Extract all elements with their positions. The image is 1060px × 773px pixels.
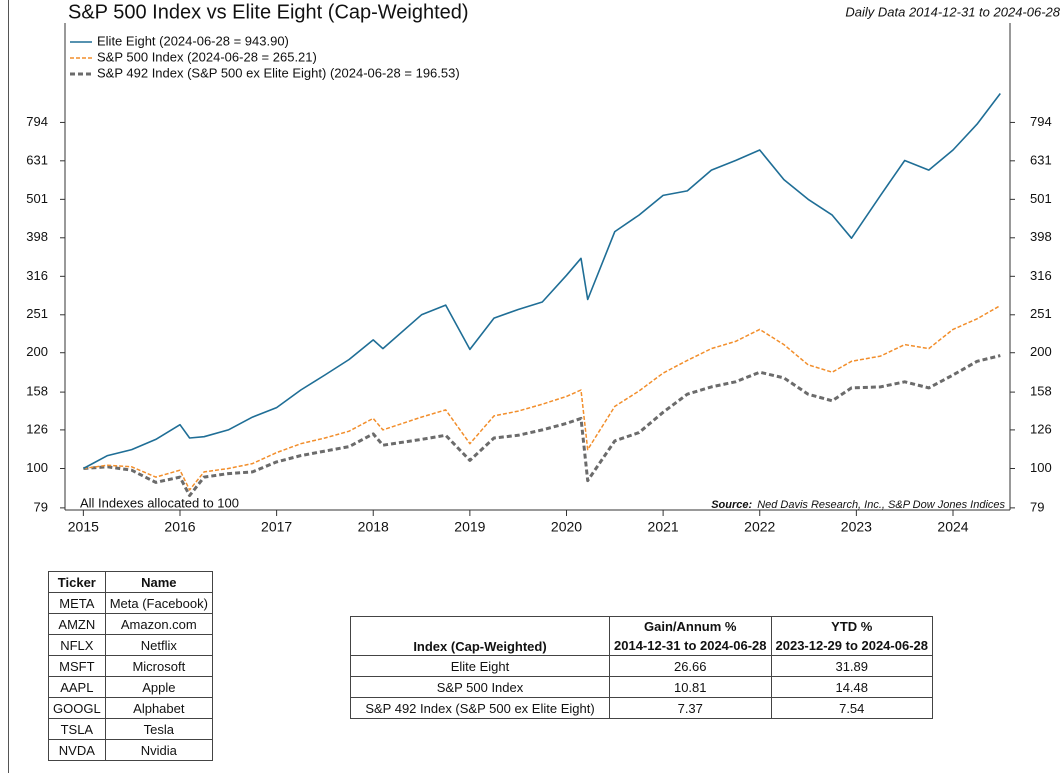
legend-label: Elite Eight (2024-06-28 = 943.90): [97, 33, 289, 48]
y-tick-label: 316: [26, 268, 48, 283]
table-row: TSLA Tesla: [48, 718, 213, 740]
y-tick-label: 100: [26, 460, 48, 475]
table-cell: S&P 492 Index (S&P 500 ex Elite Eight): [350, 697, 610, 719]
table-cell: S&P 500 Index: [350, 676, 610, 698]
y-tick-label: 794: [26, 114, 48, 129]
x-tick-label: 2019: [454, 519, 485, 535]
x-tick-label: 2023: [841, 519, 872, 535]
table-cell: 26.66: [609, 655, 772, 677]
header-cell: Gain/Annum %: [609, 616, 772, 636]
y2-tick-label: 631: [1030, 152, 1052, 167]
annotation: All Indexes allocated to 100: [80, 495, 239, 510]
table-cell: Apple: [104, 676, 213, 698]
table-row: NFLX Netflix: [48, 634, 213, 656]
returns-table: Index (Cap-Weighted) Gain/Annum % YTD % …: [350, 616, 933, 719]
chart: S&P 500 Index vs Elite Eight (Cap-Weight…: [26, 1, 1060, 535]
header-cell: Index (Cap-Weighted): [350, 616, 610, 656]
y2-tick-label: 200: [1030, 344, 1052, 359]
table-row: AAPL Apple: [48, 676, 213, 698]
y2-tick-label: 398: [1030, 229, 1052, 244]
table-row: AMZN Amazon.com: [48, 613, 213, 635]
table-cell: Tesla: [104, 718, 213, 740]
x-tick-label: 2017: [261, 519, 292, 535]
table-row: Elite Eight 26.66 31.89: [350, 655, 933, 677]
y2-tick-label: 100: [1030, 460, 1052, 475]
table-cell: TSLA: [48, 718, 106, 740]
y-tick-label: 200: [26, 344, 48, 359]
table-cell: NFLX: [48, 634, 106, 656]
x-tick-label: 2024: [937, 519, 968, 535]
table-cell: Meta (Facebook): [104, 592, 213, 614]
table-row: S&P 492 Index (S&P 500 ex Elite Eight) 7.…: [350, 697, 933, 719]
x-tick-label: 2018: [358, 519, 389, 535]
y2-tick-label: 158: [1030, 384, 1052, 399]
header-cell: Ticker: [48, 571, 106, 593]
y-tick-label: 158: [26, 384, 48, 399]
y2-tick-label: 316: [1030, 268, 1052, 283]
table-cell: AMZN: [48, 613, 106, 635]
source-text: Ned Davis Research, Inc., S&P Dow Jones …: [757, 499, 1005, 511]
source: Source: Ned Davis Research, Inc., S&P Dow…: [711, 499, 1005, 511]
table-row: GOOGL Alphabet: [48, 697, 213, 719]
y2-tick-label: 794: [1030, 114, 1052, 129]
y2-tick-label: 126: [1030, 421, 1052, 436]
y2-tick-label: 251: [1030, 306, 1052, 321]
x-tick-label: 2020: [551, 519, 582, 535]
table-cell: 10.81: [609, 676, 772, 698]
header-row: Index (Cap-Weighted) Gain/Annum % YTD %: [350, 616, 933, 656]
table-row: MSFT Microsoft: [48, 655, 213, 677]
header-cell: YTD %: [770, 616, 933, 636]
y2-tick-label: 501: [1030, 191, 1052, 206]
table-cell: 31.89: [770, 655, 933, 677]
header-cell: 2023-12-29 to 2024-06-28: [770, 636, 933, 656]
y-tick-label: 126: [26, 421, 48, 436]
table-row: S&P 500 Index 10.81 14.48: [350, 676, 933, 698]
table-cell: 14.48: [770, 676, 933, 698]
table-cell: Amazon.com: [104, 613, 213, 635]
legend-label: S&P 492 Index (S&P 500 ex Elite Eight) (…: [97, 65, 460, 80]
chart-title: S&P 500 Index vs Elite Eight (Cap-Weight…: [68, 1, 469, 23]
table-cell: META: [48, 592, 106, 614]
series-line: [83, 93, 1001, 470]
legend-label: S&P 500 Index (2024-06-28 = 265.21): [97, 49, 317, 64]
y-tick-label: 79: [34, 499, 48, 514]
y-tick-label: 251: [26, 306, 48, 321]
table-cell: GOOGL: [48, 697, 106, 719]
table-cell: AAPL: [48, 676, 106, 698]
y-tick-label: 398: [26, 229, 48, 244]
table-cell: Nvidia: [104, 739, 213, 761]
header-row: 2014-12-31 to 2024-06-28 2023-12-29 to 2…: [351, 636, 933, 656]
x-tick-label: 2022: [744, 519, 775, 535]
table-row: META Meta (Facebook): [48, 592, 213, 614]
chart-subtitle: Daily Data 2014-12-31 to 2024-06-28: [845, 4, 1060, 19]
x-tick-label: 2015: [68, 519, 99, 535]
y-tick-label: 501: [26, 191, 48, 206]
y2-tick-label: 79: [1030, 499, 1044, 514]
source-label: Source:: [711, 499, 752, 511]
table-cell: 7.37: [609, 697, 772, 719]
header-cell: 2014-12-31 to 2024-06-28: [609, 636, 772, 656]
table-cell: Alphabet: [104, 697, 213, 719]
y-tick-label: 631: [26, 152, 48, 167]
table-cell: Microsoft: [104, 655, 213, 677]
series-line: [83, 354, 1001, 498]
page-edge: [8, 0, 9, 773]
table-row: NVDA Nvidia: [48, 739, 213, 761]
header-row: Ticker Name: [48, 571, 213, 593]
header-cell: Name: [104, 571, 213, 593]
table-cell: MSFT: [48, 655, 106, 677]
table-cell: Netflix: [104, 634, 213, 656]
table-cell: Elite Eight: [350, 655, 610, 677]
table-cell: NVDA: [48, 739, 106, 761]
series-line: [83, 304, 1001, 491]
x-tick-label: 2016: [164, 519, 195, 535]
tickers-table: Ticker Name META Meta (Facebook) AMZN Amazon.…: [48, 571, 213, 761]
table-cell: 7.54: [770, 697, 933, 719]
x-tick-label: 2021: [648, 519, 679, 535]
